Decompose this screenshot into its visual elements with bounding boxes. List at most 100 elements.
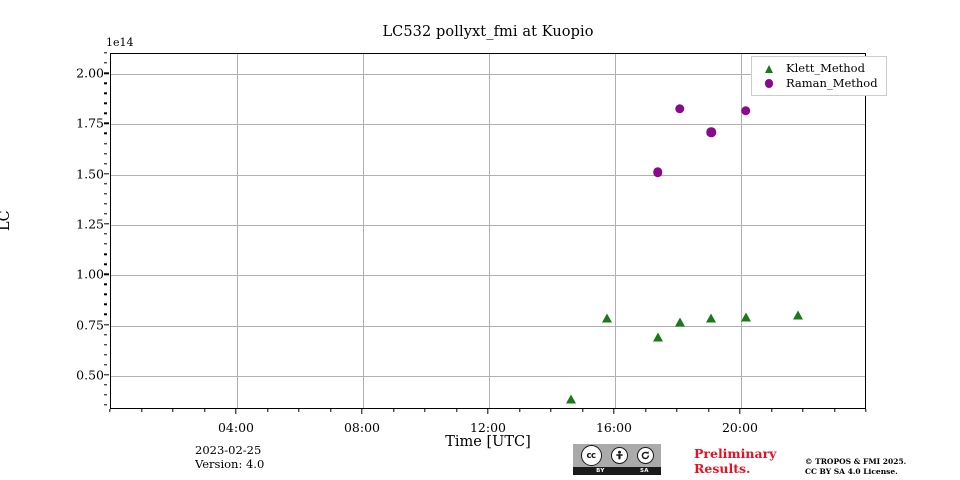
x-axis-tick-label: 16:00 bbox=[595, 420, 633, 435]
x-axis-minor-tick-mark bbox=[424, 409, 426, 412]
y-axis-tick-mark bbox=[104, 374, 109, 376]
cc-by-label: BY bbox=[596, 468, 605, 474]
grid-line-horizontal bbox=[111, 325, 865, 327]
y-axis-tick-label: 2.00 bbox=[76, 65, 104, 81]
copyright-line-2: CC BY SA 4.0 License. bbox=[805, 467, 898, 476]
x-axis-minor-tick-mark bbox=[172, 409, 174, 412]
x-axis-tick-label: 20:00 bbox=[721, 420, 759, 435]
x-axis-minor-tick-mark bbox=[203, 409, 206, 412]
x-axis-minor-tick-mark bbox=[707, 409, 710, 412]
cc-badge-icons: cc bbox=[573, 444, 661, 467]
grid-line-vertical bbox=[363, 54, 364, 408]
cc-badge-labels: BY SA bbox=[573, 467, 661, 475]
y-axis-minor-tick-mark bbox=[104, 343, 107, 346]
x-axis-tick-label: 12:00 bbox=[469, 420, 507, 435]
data-point-raman-method bbox=[740, 105, 751, 116]
x-axis-minor-tick-mark bbox=[329, 409, 332, 412]
page-title: LC532 pollyxt_fmi at Kuopio bbox=[382, 24, 594, 40]
grid-line-vertical bbox=[615, 54, 616, 408]
x-axis-minor-tick-mark bbox=[770, 409, 773, 412]
x-axis-minor-tick-mark bbox=[140, 409, 143, 412]
legend-item-klett-method[interactable]: Klett_Method bbox=[758, 61, 878, 76]
x-axis-minor-tick-mark bbox=[644, 409, 647, 412]
y-axis-minor-tick-mark bbox=[104, 233, 107, 235]
legend-item-raman-method[interactable]: Raman_Method bbox=[758, 76, 878, 91]
y-axis-minor-tick-mark bbox=[104, 183, 107, 185]
data-point-klett-method bbox=[792, 310, 803, 320]
y-axis-minor-tick-mark bbox=[104, 213, 107, 215]
data-point-klett-method bbox=[602, 313, 613, 323]
y-axis-tick-mark bbox=[104, 323, 109, 326]
preliminary-line-1: Preliminary bbox=[694, 446, 777, 461]
grid-line-horizontal bbox=[111, 375, 865, 377]
y-axis-minor-tick-mark bbox=[104, 203, 107, 205]
x-axis-minor-tick-mark bbox=[581, 409, 584, 412]
y-axis-tick-mark bbox=[104, 172, 109, 175]
y-axis-minor-tick-mark bbox=[104, 384, 107, 386]
x-axis-tick-labels: 04:00 08:00 12:00 16:00 20:00 bbox=[109, 409, 867, 439]
x-axis-title: Time [UTC] bbox=[445, 434, 531, 450]
x-axis-minor-tick-mark bbox=[865, 409, 867, 412]
x-axis-minor-tick-mark bbox=[266, 409, 269, 412]
data-point-klett-method bbox=[674, 317, 685, 327]
y-axis-minor-tick-mark bbox=[104, 102, 107, 104]
plot-inner bbox=[111, 54, 865, 408]
y-axis-minor-tick-mark bbox=[104, 353, 107, 356]
y-axis-title: LC bbox=[0, 210, 13, 231]
y-axis-minor-tick-mark bbox=[104, 142, 107, 145]
copyright-line-1: © TROPOS & FMI 2025. bbox=[805, 457, 907, 466]
x-axis-minor-tick-mark bbox=[802, 409, 804, 412]
y-axis-tick-label: 1.00 bbox=[76, 266, 104, 282]
y-axis-minor-tick-mark bbox=[104, 263, 107, 265]
data-point-klett-method bbox=[740, 312, 751, 322]
footer-date-version: 2023-02-25 Version: 4.0 bbox=[195, 443, 264, 471]
grid-line-horizontal bbox=[111, 74, 865, 76]
y-axis-tick-label: 0.75 bbox=[76, 317, 104, 333]
data-point-klett-method bbox=[706, 313, 717, 323]
y-axis-minor-tick-mark bbox=[104, 162, 107, 165]
grid-line-horizontal bbox=[111, 124, 865, 126]
y-axis-offset-label: 1e14 bbox=[106, 36, 134, 49]
cc-sa-label: SA bbox=[640, 468, 649, 474]
x-axis-minor-tick-mark bbox=[518, 409, 521, 412]
grid-line-vertical bbox=[489, 54, 490, 408]
y-axis-minor-tick-mark bbox=[104, 82, 107, 84]
y-axis-minor-tick-mark bbox=[104, 303, 107, 306]
preliminary-line-2: Results. bbox=[694, 460, 751, 476]
plot-area: Klett_Method Raman_Method bbox=[110, 53, 887, 409]
data-point-klett-method bbox=[652, 332, 663, 342]
grid-line-horizontal bbox=[111, 224, 865, 226]
cc-by-person-icon bbox=[610, 447, 628, 464]
data-point-raman-method bbox=[706, 127, 716, 137]
y-axis-minor-tick-mark bbox=[104, 52, 107, 54]
y-axis-tick-labels: 0.50 0.75 1.00 1.25 1.50 1.75 2.00 bbox=[56, 53, 104, 409]
x-axis-tick-label: 04:00 bbox=[217, 420, 255, 435]
y-axis-minor-tick-mark bbox=[104, 193, 107, 195]
x-axis-minor-tick-mark bbox=[392, 409, 395, 412]
x-axis-minor-tick-mark bbox=[109, 409, 111, 412]
y-axis-minor-tick-mark bbox=[104, 313, 107, 316]
y-axis-minor-tick-mark bbox=[104, 152, 107, 155]
y-axis-minor-tick-mark bbox=[104, 132, 107, 135]
x-axis-tick-mark bbox=[739, 409, 741, 414]
x-axis-minor-tick-mark bbox=[455, 409, 458, 412]
legend-item-label: Raman_Method bbox=[786, 76, 878, 90]
cc-icon: cc bbox=[580, 445, 602, 466]
data-point-raman-method bbox=[652, 167, 663, 177]
grid-line-horizontal bbox=[111, 174, 865, 176]
cc-license-badge-icon: cc BY SA bbox=[573, 444, 661, 475]
circle-marker-icon bbox=[758, 79, 780, 88]
copyright-notice: © TROPOS & FMI 2025. CC BY SA 4.0 Licens… bbox=[805, 457, 906, 477]
x-axis-minor-tick-mark bbox=[676, 409, 678, 412]
y-axis-minor-tick-mark bbox=[104, 333, 107, 336]
x-axis-minor-tick-mark bbox=[550, 409, 552, 412]
y-axis-tick-mark bbox=[104, 273, 109, 275]
y-axis-minor-tick-mark bbox=[104, 404, 107, 406]
triangle-marker-icon bbox=[758, 64, 780, 73]
legend-item-label: Klett_Method bbox=[786, 61, 865, 75]
y-axis-tick-mark bbox=[104, 223, 109, 225]
legend[interactable]: Klett_Method Raman_Method bbox=[751, 56, 887, 96]
y-axis-minor-tick-mark bbox=[104, 364, 107, 366]
y-axis-tick-mark bbox=[104, 72, 109, 74]
